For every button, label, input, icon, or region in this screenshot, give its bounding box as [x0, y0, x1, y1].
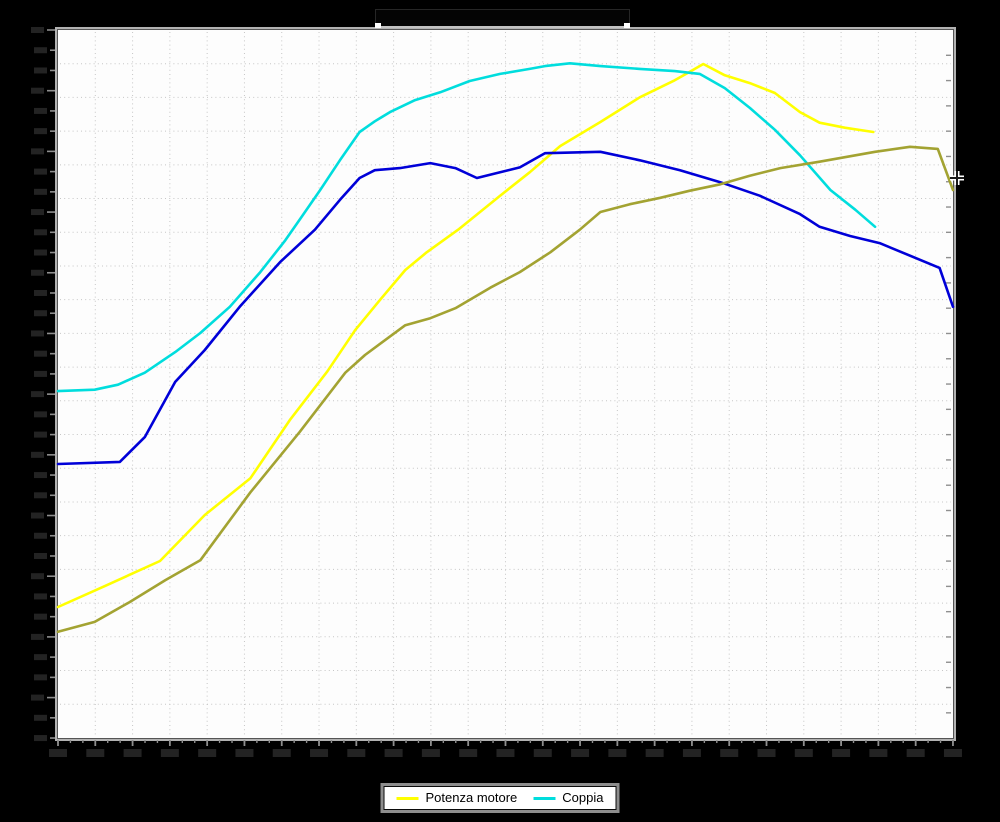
- cursor-crosshair: [950, 171, 964, 185]
- series-unlabeled-blue: [56, 150, 955, 466]
- tick-label-smudges: [31, 27, 962, 757]
- legend: Potenza motore Coppia: [380, 783, 620, 813]
- legend-swatch-coppia: [533, 796, 556, 800]
- title-box: [375, 9, 630, 28]
- legend-label-potenza: Potenza motore: [425, 790, 518, 805]
- data-curves: [56, 61, 955, 634]
- series-potenza-motore: [56, 62, 875, 609]
- legend-item-coppia: Coppia: [533, 787, 603, 809]
- legend-item-potenza: Potenza motore: [396, 787, 518, 809]
- legend-label-coppia: Coppia: [562, 790, 604, 805]
- legend-swatch-potenza: [396, 796, 419, 800]
- series-coppia: [56, 61, 877, 393]
- series-unlabeled-dark-yellow: [56, 145, 955, 634]
- grid-lines: [60, 32, 951, 736]
- axis-ticks: [47, 29, 954, 746]
